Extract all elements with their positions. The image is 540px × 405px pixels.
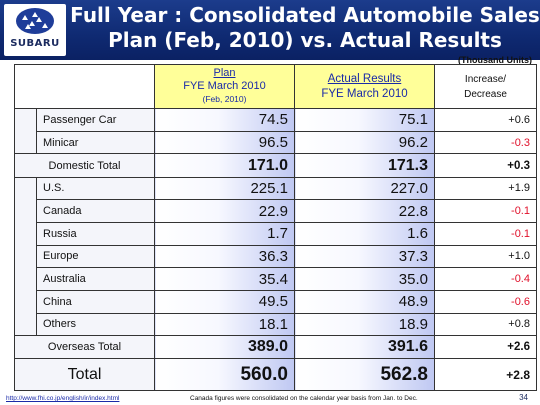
pleiades-star-icon bbox=[16, 8, 54, 34]
actual-value: 37.3 bbox=[294, 244, 435, 269]
change-value: -0.1 bbox=[434, 199, 537, 223]
change-value: +1.9 bbox=[434, 176, 537, 201]
header-actual-period: FYE March 2010 bbox=[321, 87, 408, 100]
change-value: +2.6 bbox=[434, 335, 537, 360]
change-value: +0.3 bbox=[434, 153, 537, 178]
header-actual-title: Actual Results bbox=[327, 72, 402, 85]
plan-value: 1.7 bbox=[154, 221, 295, 246]
actual-value: 1.6 bbox=[294, 221, 435, 246]
actual-value: 75.1 bbox=[294, 108, 435, 132]
table-row: Russia 1.7 1.6 -0.1 bbox=[15, 221, 537, 246]
table-row: Australia 35.4 35.0 -0.4 bbox=[15, 267, 537, 291]
plan-value: 389.0 bbox=[154, 335, 295, 360]
plan-value: 36.3 bbox=[154, 244, 295, 269]
grand-total-row: Total 560.0 562.8 +2.8 bbox=[14, 358, 537, 391]
plan-value: 171.0 bbox=[154, 153, 295, 178]
header-plan-date: (Feb, 2010) bbox=[202, 94, 247, 105]
row-label: Domestic Total bbox=[14, 153, 155, 178]
row-label: Canada bbox=[36, 199, 155, 223]
actual-value: 22.8 bbox=[294, 199, 435, 223]
change-value: +1.0 bbox=[434, 244, 537, 269]
header-blank-cell bbox=[14, 63, 155, 110]
change-value: -0.4 bbox=[434, 267, 537, 291]
title-line-2: Plan (Feb, 2010) vs. Actual Results bbox=[108, 28, 502, 52]
change-value: +0.6 bbox=[434, 108, 537, 132]
plan-value: 96.5 bbox=[154, 130, 295, 155]
row-label: Others bbox=[36, 312, 155, 337]
actual-value: 562.8 bbox=[294, 358, 435, 391]
header-change: Increase/ Decrease bbox=[434, 63, 537, 110]
plan-value: 225.1 bbox=[154, 176, 295, 201]
header-plan-title: Plan bbox=[213, 67, 236, 80]
row-label: Passenger Car bbox=[36, 108, 155, 132]
table-row: U.S. 225.1 227.0 +1.9 bbox=[14, 176, 537, 337]
table-row: Passenger Car 74.5 75.1 +0.6 bbox=[14, 108, 537, 155]
page-number: 34 bbox=[519, 393, 528, 402]
plan-value: 22.9 bbox=[154, 199, 295, 223]
logo-text: SUBARU bbox=[10, 38, 60, 49]
table-row: Canada 22.9 22.8 -0.1 bbox=[15, 199, 537, 223]
header-plan-period: FYE March 2010 bbox=[183, 80, 266, 93]
header-change-line1: Increase/ bbox=[464, 73, 507, 85]
overseas-indent-cell bbox=[14, 176, 37, 337]
domestic-indent-cell bbox=[14, 108, 37, 155]
row-label: Australia bbox=[36, 267, 155, 291]
row-label: Russia bbox=[36, 221, 155, 246]
footer-note: Canada figures were consolidated on the … bbox=[190, 395, 418, 402]
header-actual: Actual Results FYE March 2010 bbox=[294, 63, 435, 110]
plan-value: 49.5 bbox=[154, 289, 295, 314]
title-banner: SUBARU Full Year : Consolidated Automobi… bbox=[0, 0, 540, 60]
change-value: -0.1 bbox=[434, 221, 537, 246]
change-value: +2.8 bbox=[434, 358, 537, 391]
footer-link[interactable]: http://www.fhi.co.jp/english/ir/index.ht… bbox=[6, 395, 120, 402]
title-line-1: Full Year : Consolidated Automobile Sale… bbox=[70, 3, 540, 27]
table-row: Minicar 96.5 96.2 -0.3 bbox=[15, 130, 537, 155]
table-row: Others 18.1 18.9 +0.8 bbox=[15, 312, 537, 337]
plan-value: 35.4 bbox=[154, 267, 295, 291]
row-label: Europe bbox=[36, 244, 155, 269]
units-label: (Thousand Units) bbox=[458, 55, 532, 65]
actual-value: 227.0 bbox=[294, 176, 435, 201]
table-row: Europe 36.3 37.3 +1.0 bbox=[15, 244, 537, 269]
overseas-total-row: Overseas Total 389.0 391.6 +2.6 bbox=[14, 335, 537, 360]
table-header-row: Plan FYE March 2010 (Feb, 2010) Actual R… bbox=[14, 63, 537, 110]
actual-value: 48.9 bbox=[294, 289, 435, 314]
change-value: -0.3 bbox=[434, 130, 537, 155]
header-change-line2: Decrease bbox=[464, 88, 507, 100]
row-label: Total bbox=[14, 358, 155, 391]
row-label: China bbox=[36, 289, 155, 314]
sales-table: Plan FYE March 2010 (Feb, 2010) Actual R… bbox=[14, 63, 537, 391]
header-plan: Plan FYE March 2010 (Feb, 2010) bbox=[154, 63, 295, 110]
plan-value: 74.5 bbox=[154, 108, 295, 132]
change-value: +0.8 bbox=[434, 312, 537, 337]
domestic-total-row: Domestic Total 171.0 171.3 +0.3 bbox=[14, 153, 537, 178]
row-label: Overseas Total bbox=[14, 335, 155, 360]
actual-value: 35.0 bbox=[294, 267, 435, 291]
table-row: China 49.5 48.9 -0.6 bbox=[15, 289, 537, 314]
plan-value: 560.0 bbox=[154, 358, 295, 391]
actual-value: 171.3 bbox=[294, 153, 435, 178]
actual-value: 96.2 bbox=[294, 130, 435, 155]
change-value: -0.6 bbox=[434, 289, 537, 314]
subaru-logo: SUBARU bbox=[4, 4, 66, 56]
actual-value: 18.9 bbox=[294, 312, 435, 337]
actual-value: 391.6 bbox=[294, 335, 435, 360]
row-label: U.S. bbox=[36, 176, 155, 201]
row-label: Minicar bbox=[36, 130, 155, 155]
page-title: Full Year : Consolidated Automobile Sale… bbox=[70, 3, 540, 53]
plan-value: 18.1 bbox=[154, 312, 295, 337]
